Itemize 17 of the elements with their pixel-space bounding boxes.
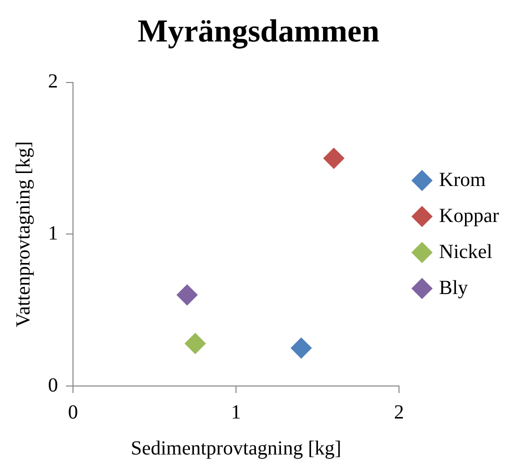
y-axis-title: Vattenprovtagning [kg]	[12, 141, 34, 328]
point	[184, 332, 206, 354]
point	[176, 284, 198, 306]
y-tick-label: 2	[48, 70, 58, 93]
y-tick-label: 1	[48, 222, 58, 244]
legend-label: Krom	[439, 168, 486, 191]
x-axis-title: Sedimentprovtagning [kg]	[130, 437, 342, 460]
x-tick-label: 1	[231, 401, 242, 424]
x-tick-label: 2	[394, 401, 404, 424]
point	[323, 148, 344, 169]
chart-title: Myrängsdammen	[138, 12, 380, 50]
legend-label: Koppar	[439, 204, 500, 227]
legend-label: Nickel	[439, 240, 493, 263]
y-tick-label: 0	[48, 374, 58, 396]
x-tick-label: 0	[68, 401, 78, 424]
legend-label: Bly	[439, 276, 468, 299]
point	[290, 338, 312, 359]
